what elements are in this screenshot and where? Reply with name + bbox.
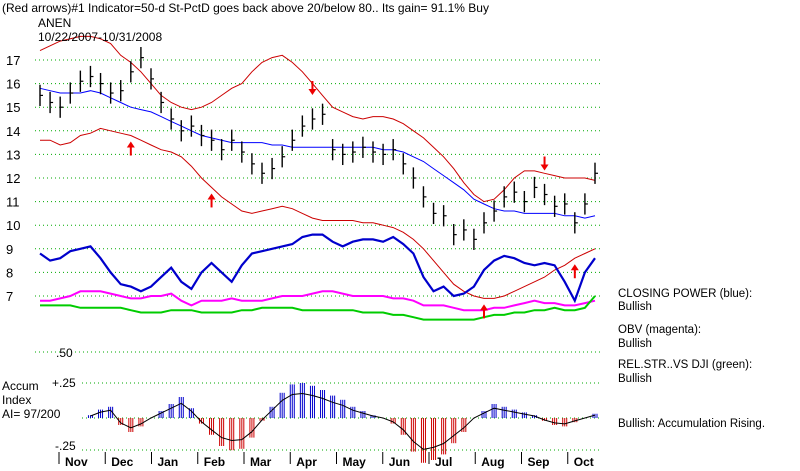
month-label: Nov <box>65 455 88 469</box>
obv-line <box>40 290 596 312</box>
month-label: May <box>343 455 367 469</box>
closing-power-title: CLOSING POWER (blue): <box>618 288 753 300</box>
date-range: 10/22/2007-10/31/2008 <box>38 30 163 44</box>
price-tick-label: 13 <box>6 147 20 162</box>
price-tick-label: 16 <box>6 77 20 92</box>
price-tick-label: 15 <box>6 100 20 115</box>
accum-ai-value: AI= 97/200 <box>2 407 61 421</box>
accum-title-2: Index <box>2 393 32 407</box>
month-label: Jul <box>435 455 452 469</box>
month-label: Feb <box>204 455 225 469</box>
month-label: Oct <box>574 455 594 469</box>
relstr-title: REL.STR..VS DJI (green): <box>618 359 753 371</box>
ma50-line <box>39 87 596 219</box>
accum-index-bars <box>87 383 598 463</box>
upper-band-line <box>39 35 596 203</box>
obv-status: Bullish <box>618 338 652 350</box>
month-label: Aug <box>481 455 504 469</box>
sell-arrow-head <box>540 164 549 171</box>
accum-status: Bullish: Accumulation Rising. <box>618 418 766 430</box>
relstr-line <box>40 295 596 321</box>
month-label: Jun <box>389 455 410 469</box>
relstr-status: Bullish <box>618 373 652 385</box>
accum-title-1: Accum <box>2 379 39 393</box>
month-axis-labels: Nov Dec Jan Feb Mar Apr May Jun Jul Aug Sep Oct <box>58 452 594 469</box>
month-label: Dec <box>111 455 133 469</box>
price-tick-label: 14 <box>6 124 20 139</box>
closing-power-line <box>39 233 596 304</box>
price-tick-label: 11 <box>6 195 20 210</box>
buy-arrow-head <box>480 304 488 311</box>
price-tick-label: 12 <box>6 171 20 186</box>
price-tick-label: 10 <box>6 218 20 233</box>
price-tick-label: 17 <box>6 53 20 68</box>
price-tick-label: 9 <box>6 242 13 257</box>
ticker-symbol: ANEN <box>38 16 72 30</box>
signal-arrows <box>126 81 579 319</box>
accum-ma-line <box>90 392 596 450</box>
accum-lower-tick: -.25 <box>55 439 76 453</box>
price-tick-label: 7 <box>6 289 13 304</box>
month-label: Jan <box>158 455 179 469</box>
buy-arrow-head <box>570 264 579 271</box>
buy-arrow-head <box>126 141 135 148</box>
month-label: Sep <box>528 455 550 469</box>
relstr-tick-label: .50 <box>56 346 73 360</box>
price-tick-label: 8 <box>6 265 13 280</box>
accum-upper-tick: +.25 <box>52 376 76 390</box>
buy-arrow-head <box>207 193 216 200</box>
month-label: Apr <box>296 455 317 469</box>
indicator-description: (Red arrows)#1 Indicator=50-d St-PctD go… <box>2 1 489 15</box>
obv-title: OBV (magenta): <box>618 324 702 336</box>
sell-arrow-head <box>308 89 317 95</box>
closing-power-status: Bullish <box>618 301 652 313</box>
lower-band-line <box>40 127 596 299</box>
chart-series <box>39 35 598 321</box>
price-axis-labels: 17 16 15 14 13 12 11 10 9 8 7 .50 <box>6 53 73 360</box>
month-label: Mar <box>250 455 272 469</box>
